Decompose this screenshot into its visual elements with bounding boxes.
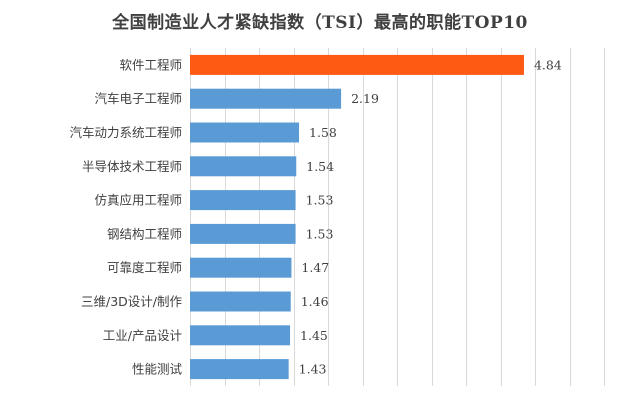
bar-5 xyxy=(190,190,296,211)
value-label: 1.53 xyxy=(306,226,334,241)
bar-6 xyxy=(190,223,296,244)
category-label: 汽车动力系统工程师 xyxy=(69,125,182,140)
value-label: 1.45 xyxy=(300,328,328,343)
category-label: 可靠度工程师 xyxy=(107,260,182,275)
category-label: 工业/产品设计 xyxy=(103,328,182,343)
category-label: 三维/3D设计/制作 xyxy=(81,294,183,309)
bar-7 xyxy=(190,257,292,278)
value-label: 1.46 xyxy=(301,294,329,309)
bar-layer xyxy=(190,54,524,380)
category-label: 性能测试 xyxy=(132,362,183,377)
category-label: 汽车电子工程师 xyxy=(94,91,182,106)
bar-1 xyxy=(190,54,524,75)
value-label: 1.53 xyxy=(306,193,334,208)
category-label: 半导体技术工程师 xyxy=(82,159,182,174)
value-label: 1.47 xyxy=(301,260,329,275)
bar-3 xyxy=(190,122,300,143)
value-label: 2.19 xyxy=(351,91,379,106)
value-label: 1.43 xyxy=(299,362,327,377)
value-label: 1.54 xyxy=(306,159,334,174)
bar-8 xyxy=(190,291,291,312)
bar-10 xyxy=(190,359,289,380)
value-label: 4.84 xyxy=(534,57,562,72)
category-label: 仿真应用工程师 xyxy=(94,193,182,208)
category-label: 软件工程师 xyxy=(119,57,182,72)
label-layer: 软件工程师 4.84 汽车电子工程师 2.19 汽车动力系统工程师 1.58 半导体技术工程… xyxy=(69,57,561,376)
bar-4 xyxy=(190,156,297,177)
value-label: 1.58 xyxy=(309,125,337,140)
bar-2 xyxy=(190,88,342,109)
chart-title: 全国制造业人才紧缺指数（TSI）最高的职能TOP10 xyxy=(112,13,528,33)
bar-9 xyxy=(190,325,291,346)
category-label: 钢结构工程师 xyxy=(107,226,182,241)
